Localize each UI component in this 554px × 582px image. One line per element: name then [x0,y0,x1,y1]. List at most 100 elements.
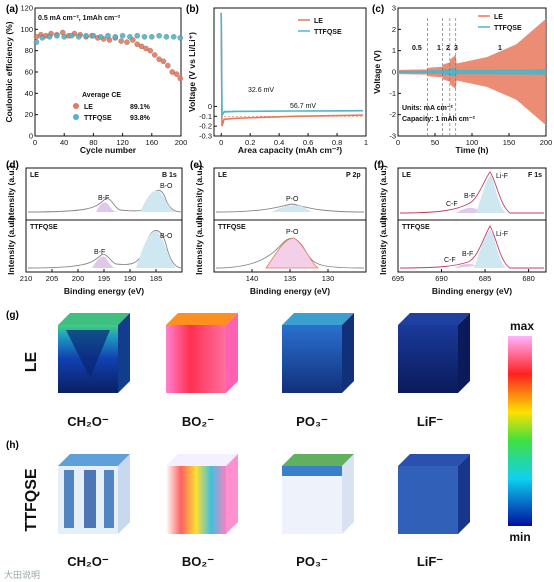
spectrum-f-le [399,171,544,214]
a-point-le-15 [118,38,124,44]
cube-po3-le [282,313,354,393]
colorbar-min-label: min [509,530,530,544]
a-ytick-label-5: 100 [20,25,33,34]
row-label-ttfqse: TTFQSE [23,468,40,531]
panel-h: (h) TTFQSE CH₂O⁻ BO₂⁻ PO₃⁻ [6,440,470,569]
d-xtick-label-3: 195 [98,274,111,283]
peak-lif-fill-f-tt [474,229,506,268]
c-ytick-label-4: 1 [392,46,396,55]
bottom-label-d: TTFQSE [30,224,58,231]
a-xtick-label-0: 0 [33,138,37,147]
panel-e: (e) LE P 2p TTFQSE P-O P-O 140 135 130 Bin… [190,160,367,296]
a-point-le-19 [138,43,145,50]
legend-tt-label-a: TTFQSE [84,115,112,122]
bottom-label-e: TTFQSE [218,224,246,231]
a-ytick-label-1: 20 [25,110,33,119]
top-label-d: LE [30,172,39,179]
xlabel-f: Binding energy (eV) [432,286,512,296]
a-point-ttfqse-8 [90,32,97,39]
peak-lif-label-f-tt: Li-F [496,231,508,238]
title-d: B 1s [162,172,177,179]
ylabel-c: Voltage (V) [372,50,382,94]
tof-label-ch2o-tt: CH₂O⁻ [67,554,109,569]
a-point-ttfqse-4 [61,34,67,40]
a-ytick-label-3: 60 [25,68,33,77]
cube-ch2o-tt [58,454,130,534]
peak-bo-fill-tt [136,231,176,268]
data-marks-a [33,29,184,82]
le-ce-value: 89.1% [130,104,151,111]
cube-bo2-tt [166,454,238,534]
peak-lif-fill-f-le [476,175,506,213]
xlabel-b: Area capacity (mAh cm⁻²) [238,145,342,155]
xlabel-d: Binding energy (eV) [64,286,144,296]
panel-letter-b: (b) [186,4,199,15]
a-point-ttfqse-9 [97,34,104,40]
panel-letter-c: (c) [372,4,384,15]
peak-po-label-tt: P-O [286,229,299,236]
overpotential-tt: 32.6 mV [248,87,274,94]
peak-bf-label-f-tt: B-F [462,251,473,258]
plot-frame-b [213,7,367,137]
a-ytick-label-6: 120 [20,4,33,13]
a-xtick-label-1: 40 [60,138,68,147]
rate-label-3: 2 [446,45,450,52]
e-xtick-label-2: 130 [322,274,335,283]
a-point-ttfqse-17 [156,32,162,39]
f-xtick-label-1: 690 [435,274,448,283]
b-xtick-label-1: 0.2 [245,138,255,147]
panel-a: (a) 0.5 mA cm⁻², 1mAh cm⁻² 0 40 80 120 160 20… [4,4,187,156]
tof-label-po3-le: PO₃⁻ [296,414,328,429]
a-xtick-label-5: 200 [175,138,188,147]
a-point-ttfqse-20 [177,35,184,41]
a-point-ttfqse-14 [134,32,140,39]
rate-label-4: 3 [454,45,458,52]
xlabel-a: Cycle number [80,145,137,155]
c-xtick-label-3: 150 [503,138,516,147]
b-xtick-label-5: 1 [364,138,368,147]
a-point-ttfqse-1 [39,35,46,41]
e-xtick-label-0: 140 [246,274,259,283]
b-xtick-label-4: 0.8 [332,138,342,147]
peak-bf-label-le: B-F [98,195,109,202]
ylabel-b: Voltage (V vs Li/Li⁺) [187,32,197,112]
a-point-ttfqse-2 [46,34,53,40]
spectrum-f-tt [399,225,544,269]
avg-ce-title: Average CE [82,92,121,99]
b-ytick-label-0: -0.3 [199,132,212,141]
f-xtick-label-0: 695 [392,274,405,283]
ylabel-d-top: Intensity (a.u.) [6,165,16,223]
watermark: 大田说明 [4,569,40,580]
rate-label-5: 1 [498,45,502,52]
peak-bf-fill-f-tt [454,263,476,268]
cube-lif-le [398,313,470,393]
d-xtick-label-4: 190 [124,274,137,283]
a-point-ttfqse-6 [76,34,82,40]
peak-lif-label-f-le: Li-F [496,173,508,180]
colorbar: max min [508,319,534,544]
legend-tt-label-b: TTFQSE [314,29,342,36]
c-envelope-ttfqse [398,67,546,77]
cube-ch2o-le [58,313,130,393]
tof-label-lif-le: LiF⁻ [417,414,443,429]
d-xtick-label-2: 200 [72,274,85,283]
data-marks-c [398,18,546,136]
cube-po3-tt [282,454,354,534]
a-point-le-26 [169,69,175,75]
panel-letter-h: (h) [6,440,19,451]
rate-label-2: 1 [437,45,441,52]
b-ytick-label-2: -0.1 [199,112,212,121]
c-ytick-label-2: -1 [389,89,396,98]
a-point-le-16 [124,39,130,45]
c-ytick-label-6: 3 [392,4,396,13]
condition-label-a: 0.5 mA cm⁻², 1mAh cm⁻² [38,15,121,22]
top-label-e: LE [218,172,227,179]
tof-label-lif-tt: LiF⁻ [417,554,443,569]
d-xtick-label-1: 205 [46,274,59,283]
b-ytick-label-1: -0.2 [199,122,212,131]
units-label-c: Units: mA cm⁻² [402,105,454,112]
axis-ticks-f: 695 690 685 680 [392,269,535,283]
panel-b: (b) 0 0.2 0.4 0.6 0.8 1-0.3-0.2-0.10 LE TTFQS… [186,4,368,155]
a-ytick-label-0: 0 [29,132,33,141]
